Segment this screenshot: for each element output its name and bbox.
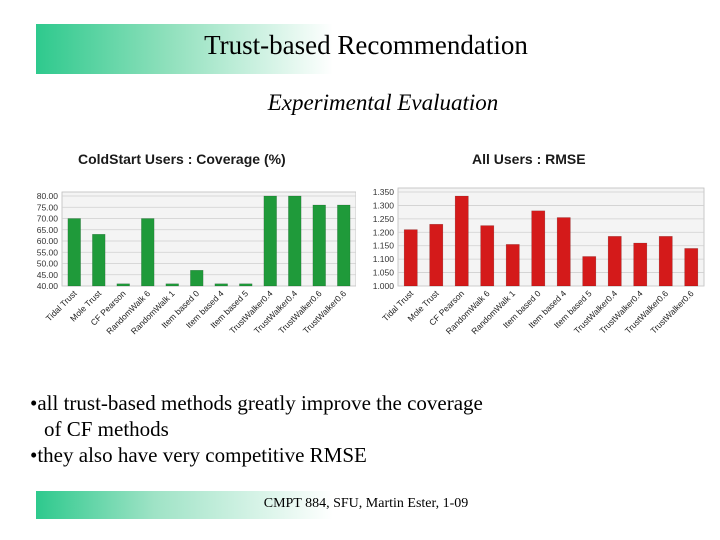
coverage-y-tick-label: 75.00 — [37, 202, 59, 212]
rmse-title: All Users : RMSE — [472, 151, 586, 167]
coverage-bar — [165, 283, 179, 287]
bullet-item: •they also have very competitive RMSE — [30, 443, 367, 467]
rmse-y-tick-label: 1.350 — [373, 187, 395, 197]
rmse-y-tick-label: 1.300 — [373, 200, 395, 210]
coverage-bar — [141, 218, 155, 287]
slide-subtitle: Experimental Evaluation — [267, 90, 499, 115]
coverage-y-tick-label: 55.00 — [37, 247, 59, 257]
rmse-bar — [454, 195, 469, 287]
rmse-y-tick-label: 1.200 — [373, 227, 395, 237]
coverage-title: ColdStart Users : Coverage (%) — [78, 151, 286, 167]
coverage-bar — [263, 195, 277, 287]
bullet-item-continuation: of CF methods — [44, 417, 169, 441]
coverage-bar — [312, 204, 326, 287]
rmse-bar — [633, 242, 648, 287]
coverage-chart: ColdStart Users : Coverage (%) 40.0045.00… — [18, 140, 358, 390]
coverage-bar — [92, 234, 106, 287]
bullet-list: •all trust-based methods greatly improve… — [30, 390, 650, 468]
rmse-bar — [582, 256, 597, 287]
coverage-y-tick-label: 40.00 — [37, 281, 59, 291]
rmse-y-tick-label: 1.100 — [373, 254, 395, 264]
rmse-bar — [531, 210, 546, 287]
coverage-bar — [214, 283, 228, 287]
footer-bar — [36, 491, 696, 519]
coverage-plot-area — [61, 191, 357, 287]
coverage-y-tick-label: 70.00 — [37, 214, 59, 224]
coverage-y-tick-label: 50.00 — [37, 259, 59, 269]
rmse-bar — [684, 248, 699, 287]
coverage-y-tick-label: 65.00 — [37, 225, 59, 235]
rmse-y-tick-label: 1.150 — [373, 241, 395, 251]
coverage-y-tick-label: 60.00 — [37, 236, 59, 246]
coverage-bar — [67, 218, 81, 287]
rmse-chart: All Users : RMSE 1.000 1.050 1.100 1.150 1.20… — [356, 140, 706, 390]
coverage-bar — [337, 204, 351, 287]
coverage-bar — [190, 270, 204, 287]
rmse-y-tick-label: 1.250 — [373, 214, 395, 224]
coverage-bar — [239, 283, 253, 287]
rmse-bar — [403, 229, 418, 287]
rmse-bar — [556, 217, 571, 287]
coverage-bar — [116, 283, 130, 287]
rmse-bar — [658, 236, 673, 287]
title-bar — [36, 24, 696, 74]
coverage-bar — [288, 195, 302, 287]
coverage-y-tick-label: 80.00 — [37, 191, 59, 201]
rmse-y-tick-label: 1.050 — [373, 268, 395, 278]
slide-title: Trust-based Recommendation — [204, 30, 528, 60]
rmse-bar — [480, 225, 495, 287]
rmse-bar — [429, 223, 444, 287]
rmse-bar — [505, 244, 520, 287]
coverage-y-tick-label: 45.00 — [37, 270, 59, 280]
bullet-item: •all trust-based methods greatly improve… — [30, 391, 483, 415]
rmse-bar — [607, 236, 622, 287]
slide-footer: CMPT 884, SFU, Martin Ester, 1-09 — [263, 496, 469, 511]
rmse-y-tick-label: 1.000 — [373, 281, 395, 291]
rmse-plot-area — [397, 187, 705, 287]
